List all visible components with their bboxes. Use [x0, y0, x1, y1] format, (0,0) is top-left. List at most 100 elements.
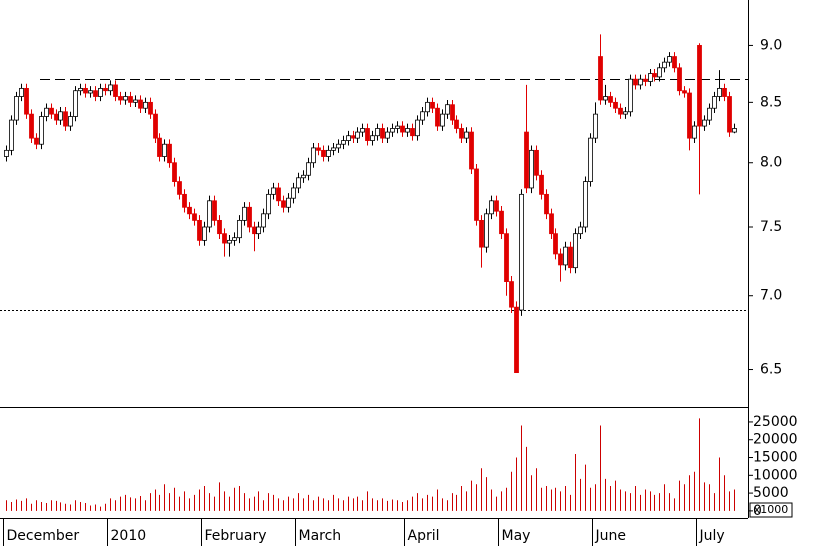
candle-body — [380, 128, 385, 139]
x-tick-label: July — [699, 528, 725, 544]
candle-body — [474, 168, 479, 221]
candle-body — [687, 92, 692, 139]
candle-body — [370, 135, 375, 141]
candle-body — [133, 99, 138, 103]
candle-body — [435, 107, 440, 127]
candle-body — [266, 193, 271, 215]
candle-body — [454, 119, 459, 129]
candle-body — [732, 128, 737, 133]
candle-body — [365, 128, 370, 141]
candle-body — [34, 137, 39, 145]
x-tick-label: June — [595, 528, 627, 544]
candle-body — [261, 213, 266, 228]
candle-body — [341, 140, 346, 145]
candle-body — [479, 219, 484, 248]
x-tick-label: December — [7, 528, 80, 544]
y-tick-label: 8.0 — [760, 155, 782, 171]
candle-body — [24, 87, 29, 115]
candle-body — [643, 78, 648, 82]
candle-body — [187, 206, 192, 215]
candle-body — [712, 96, 717, 109]
candle-body — [58, 111, 63, 121]
candle-body — [395, 125, 400, 129]
x-tick-label: March — [299, 528, 342, 544]
candle-body — [707, 107, 712, 121]
candle-body — [544, 193, 549, 215]
candle-body — [346, 135, 351, 141]
candle-body — [202, 226, 207, 241]
candle-body — [98, 87, 103, 97]
candle-body — [618, 107, 623, 115]
y-tick-label: 7.0 — [760, 288, 782, 304]
candle-body — [623, 111, 628, 115]
candle-body — [662, 61, 667, 69]
candle-body — [692, 125, 697, 139]
candle-body — [108, 84, 113, 92]
y-tick-label: 6.5 — [760, 362, 782, 378]
candle-body — [351, 135, 356, 139]
candle-body — [148, 101, 153, 115]
candle-body — [167, 143, 172, 164]
candle-body — [237, 219, 242, 239]
candle-body — [400, 125, 405, 133]
candle-body — [524, 131, 529, 189]
candle-body — [143, 101, 148, 109]
candle-body — [232, 237, 237, 241]
candle-body — [118, 96, 123, 101]
candle-body — [54, 113, 59, 121]
candle-body — [252, 226, 257, 235]
y-tick-label: 9.0 — [760, 37, 782, 53]
candle-body — [9, 119, 14, 151]
volume-tick-label: 15000 — [753, 450, 798, 466]
volume-unit-label: x1000 — [754, 503, 789, 516]
candle-body — [440, 113, 445, 127]
candle-body — [93, 90, 98, 97]
candle-body — [276, 187, 281, 202]
candle-body — [405, 128, 410, 133]
candle-body — [360, 128, 365, 133]
volume-tick-label: 10000 — [753, 467, 798, 483]
candle-body — [445, 104, 450, 115]
y-tick-label: 7.5 — [760, 219, 782, 235]
candle-body — [375, 128, 380, 137]
candle-body — [153, 113, 158, 139]
candle-body — [113, 84, 118, 97]
candle-body — [19, 87, 24, 97]
candle-body — [301, 174, 306, 179]
candle-body — [63, 111, 68, 127]
volume-tick-label: 25000 — [753, 414, 798, 430]
candle-body — [608, 96, 613, 103]
candle-body — [509, 281, 514, 308]
candle-body — [628, 78, 633, 113]
candle-body — [217, 219, 222, 235]
candle-body — [598, 56, 603, 101]
candle-body — [306, 162, 311, 176]
candle-body — [603, 96, 608, 101]
candle-body — [331, 147, 336, 151]
candle-body — [727, 96, 732, 133]
candle-body — [578, 226, 583, 235]
candle-body — [563, 246, 568, 266]
candle-body — [613, 101, 618, 109]
candle-body — [182, 193, 187, 208]
candle-body — [4, 149, 9, 157]
candle-body — [464, 131, 469, 139]
candle-body — [256, 226, 261, 235]
candle-body — [212, 200, 217, 221]
candle-body — [88, 90, 93, 94]
candle-body — [39, 116, 44, 145]
candle-body — [355, 131, 360, 139]
candle-body — [677, 67, 682, 92]
candle-body — [78, 87, 83, 92]
candle-body — [44, 107, 49, 117]
candle-body — [514, 306, 519, 373]
x-tick-label: February — [205, 528, 267, 544]
candle-body — [499, 210, 504, 235]
candle-body — [504, 233, 509, 282]
candle-body — [138, 99, 143, 109]
candle-body — [281, 200, 286, 208]
candle-body — [583, 181, 588, 228]
candle-body — [484, 213, 489, 248]
candle-body — [410, 128, 415, 137]
